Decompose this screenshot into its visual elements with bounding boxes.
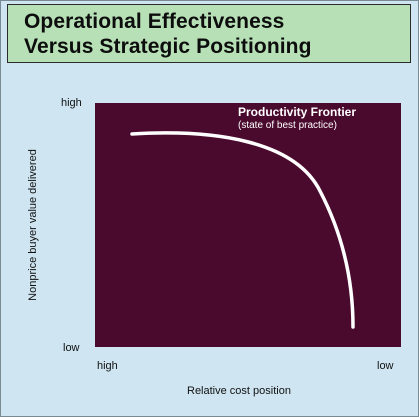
frontier-title: Productivity Frontier (238, 105, 357, 119)
title-line-1: Operational Effectiveness (24, 10, 285, 33)
y-axis-low-label: low (63, 342, 80, 354)
plot-background (95, 103, 401, 347)
x-axis-low-label: low (377, 360, 394, 372)
title-line-2: Versus Strategic Positioning (24, 35, 312, 58)
plot-area (95, 103, 401, 347)
y-axis-high-label: high (61, 97, 82, 109)
frontier-svg (95, 103, 401, 347)
x-axis-high-label: high (97, 360, 118, 372)
title-box: Operational Effectiveness Versus Strateg… (7, 4, 411, 63)
frontier-subtitle: (state of best practice) (238, 120, 337, 131)
y-axis-title: Nonprice buyer value delivered (27, 149, 39, 301)
frontier-label: Productivity Frontier (state of best pra… (238, 105, 356, 132)
x-axis-title: Relative cost position (187, 385, 291, 397)
productivity-frontier-curve (130, 131, 355, 329)
